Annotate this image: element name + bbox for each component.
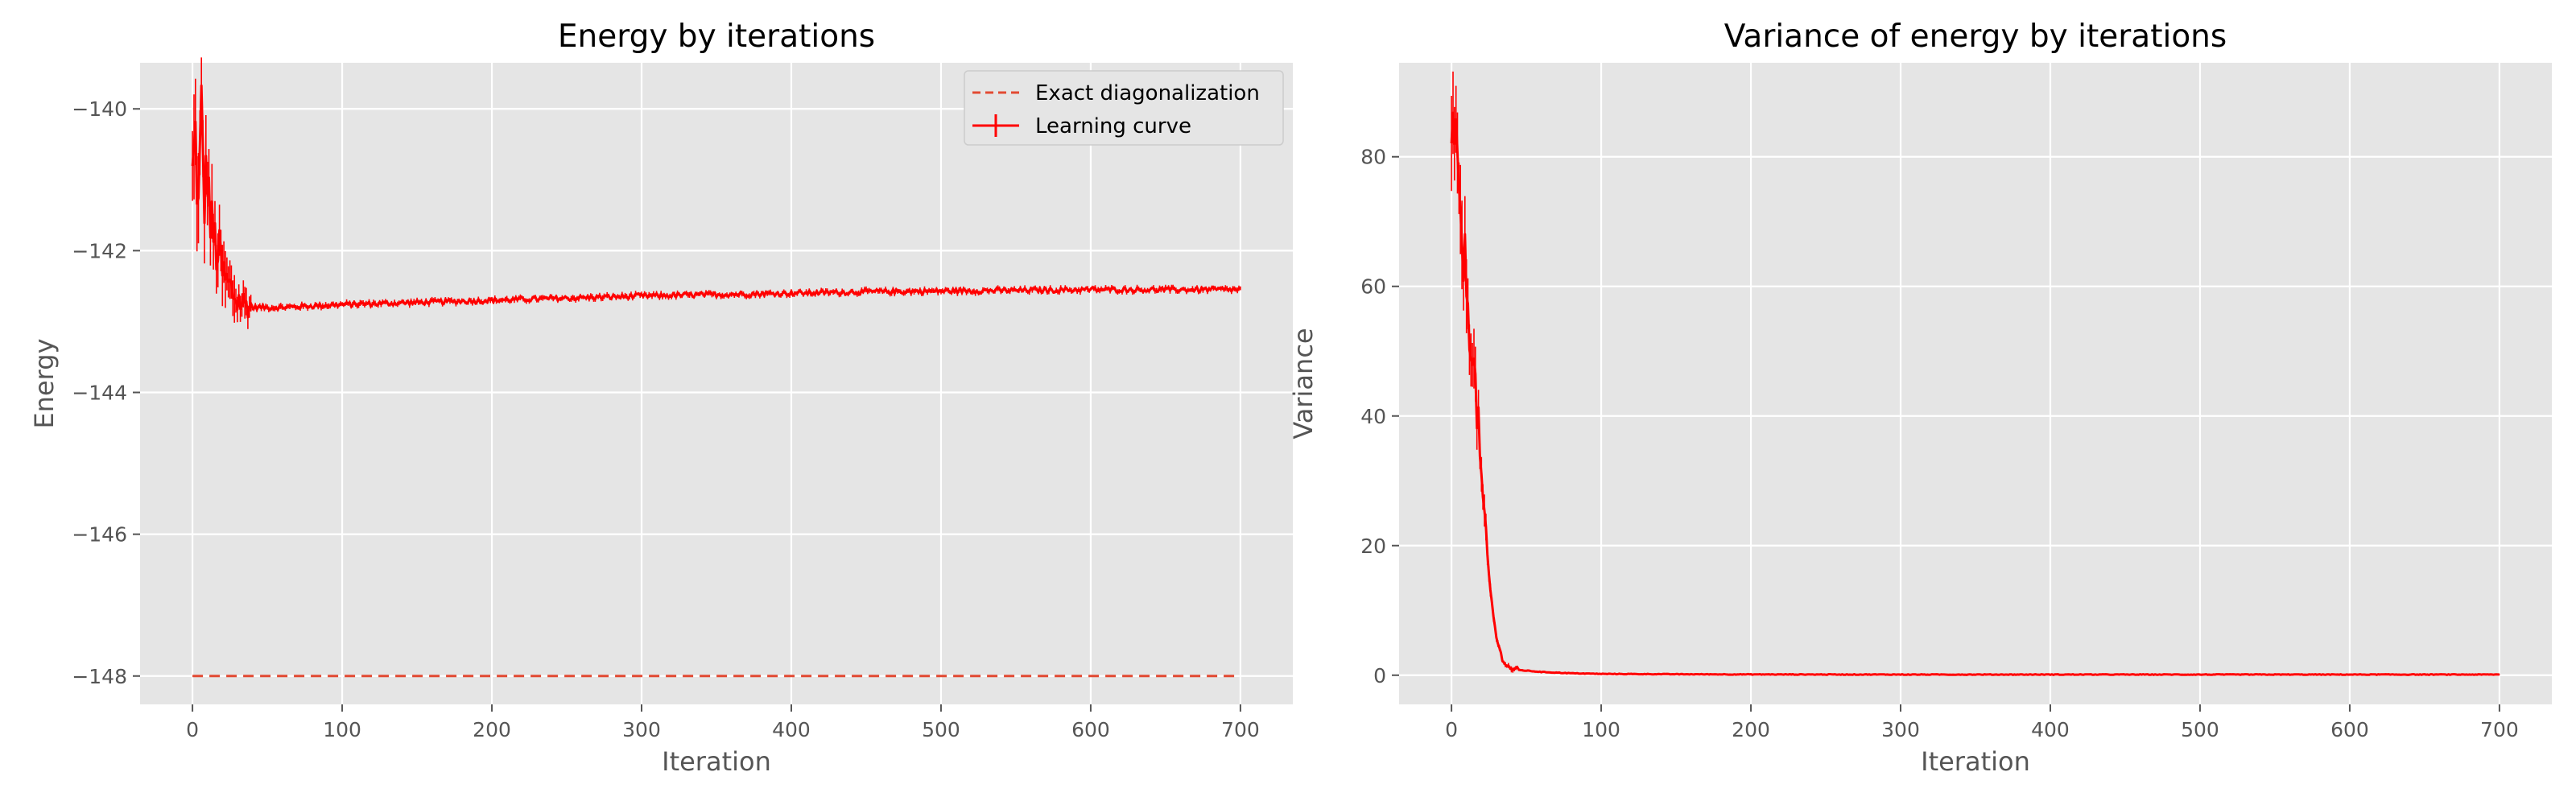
energy-chart: 0 100 200 300 400 500 600 700 −148 −146 −144 −142 −1… [29,19,1293,777]
variance-y-tick-label: 60 [1360,275,1386,299]
energy-y-tick-label: −142 [72,239,127,262]
variance-y-axis-label: Variance [1288,328,1319,439]
energy-legend: Exact diagonalization Learning curve [964,70,1284,146]
variance-x-tick-label: 100 [1582,718,1620,741]
energy-x-tick-label: 400 [772,718,811,741]
energy-x-tick-label: 600 [1071,718,1110,741]
legend-label-exact-diagonalization: Exact diagonalization [1035,81,1260,105]
energy-series [191,57,1241,678]
variance-axes-background [1399,63,2552,704]
variance-x-tick-label: 400 [2031,718,2070,741]
energy-x-tick-label: 500 [922,718,960,741]
variance-x-axis-label: Iteration [1921,746,2030,777]
variance-y-tick-label: 80 [1360,146,1386,169]
variance-x-tick-label: 200 [1732,718,1770,741]
energy-x-tick-label: 0 [186,718,199,741]
energy-ticks: 0 100 200 300 400 500 600 700 −148 −146 −144 −142 −1… [72,97,1259,741]
energy-x-axis-label: Iteration [662,746,771,777]
energy-x-tick-label: 100 [323,718,361,741]
legend-box [964,70,1284,146]
variance-x-tick-label: 0 [1445,718,1458,741]
energy-x-tick-label: 200 [473,718,511,741]
energy-y-tick-label: −144 [72,382,127,405]
series-energy-learning-curve [191,84,1241,319]
variance-chart: 0 100 200 300 400 500 600 700 0 20 40 60 80 Variance… [1288,19,2552,777]
series-variance-learning-curve [1450,111,2500,676]
variance-ticks: 0 100 200 300 400 500 600 700 0 20 40 60 80 [1360,146,2519,741]
variance-x-tick-label: 300 [1881,718,1920,741]
energy-x-tick-label: 300 [622,718,661,741]
variance-y-tick-label: 20 [1360,535,1386,558]
energy-chart-title: Energy by iterations [558,19,875,55]
energy-axes-background [140,63,1293,704]
variance-x-tick-label: 700 [2480,718,2519,741]
variance-y-tick-label: 40 [1360,405,1386,428]
variance-series [1450,71,2500,676]
energy-y-tick-label: −140 [72,97,127,121]
energy-y-axis-label: Energy [29,338,60,428]
energy-x-tick-label: 700 [1221,718,1260,741]
variance-chart-title: Variance of energy by iterations [1724,19,2227,55]
variance-x-tick-label: 500 [2181,718,2219,741]
energy-y-tick-label: −146 [72,523,127,547]
variance-y-tick-label: 0 [1373,664,1386,687]
legend-label-learning-curve: Learning curve [1035,114,1191,138]
variance-x-tick-label: 600 [2330,718,2369,741]
energy-y-tick-label: −148 [72,665,127,688]
